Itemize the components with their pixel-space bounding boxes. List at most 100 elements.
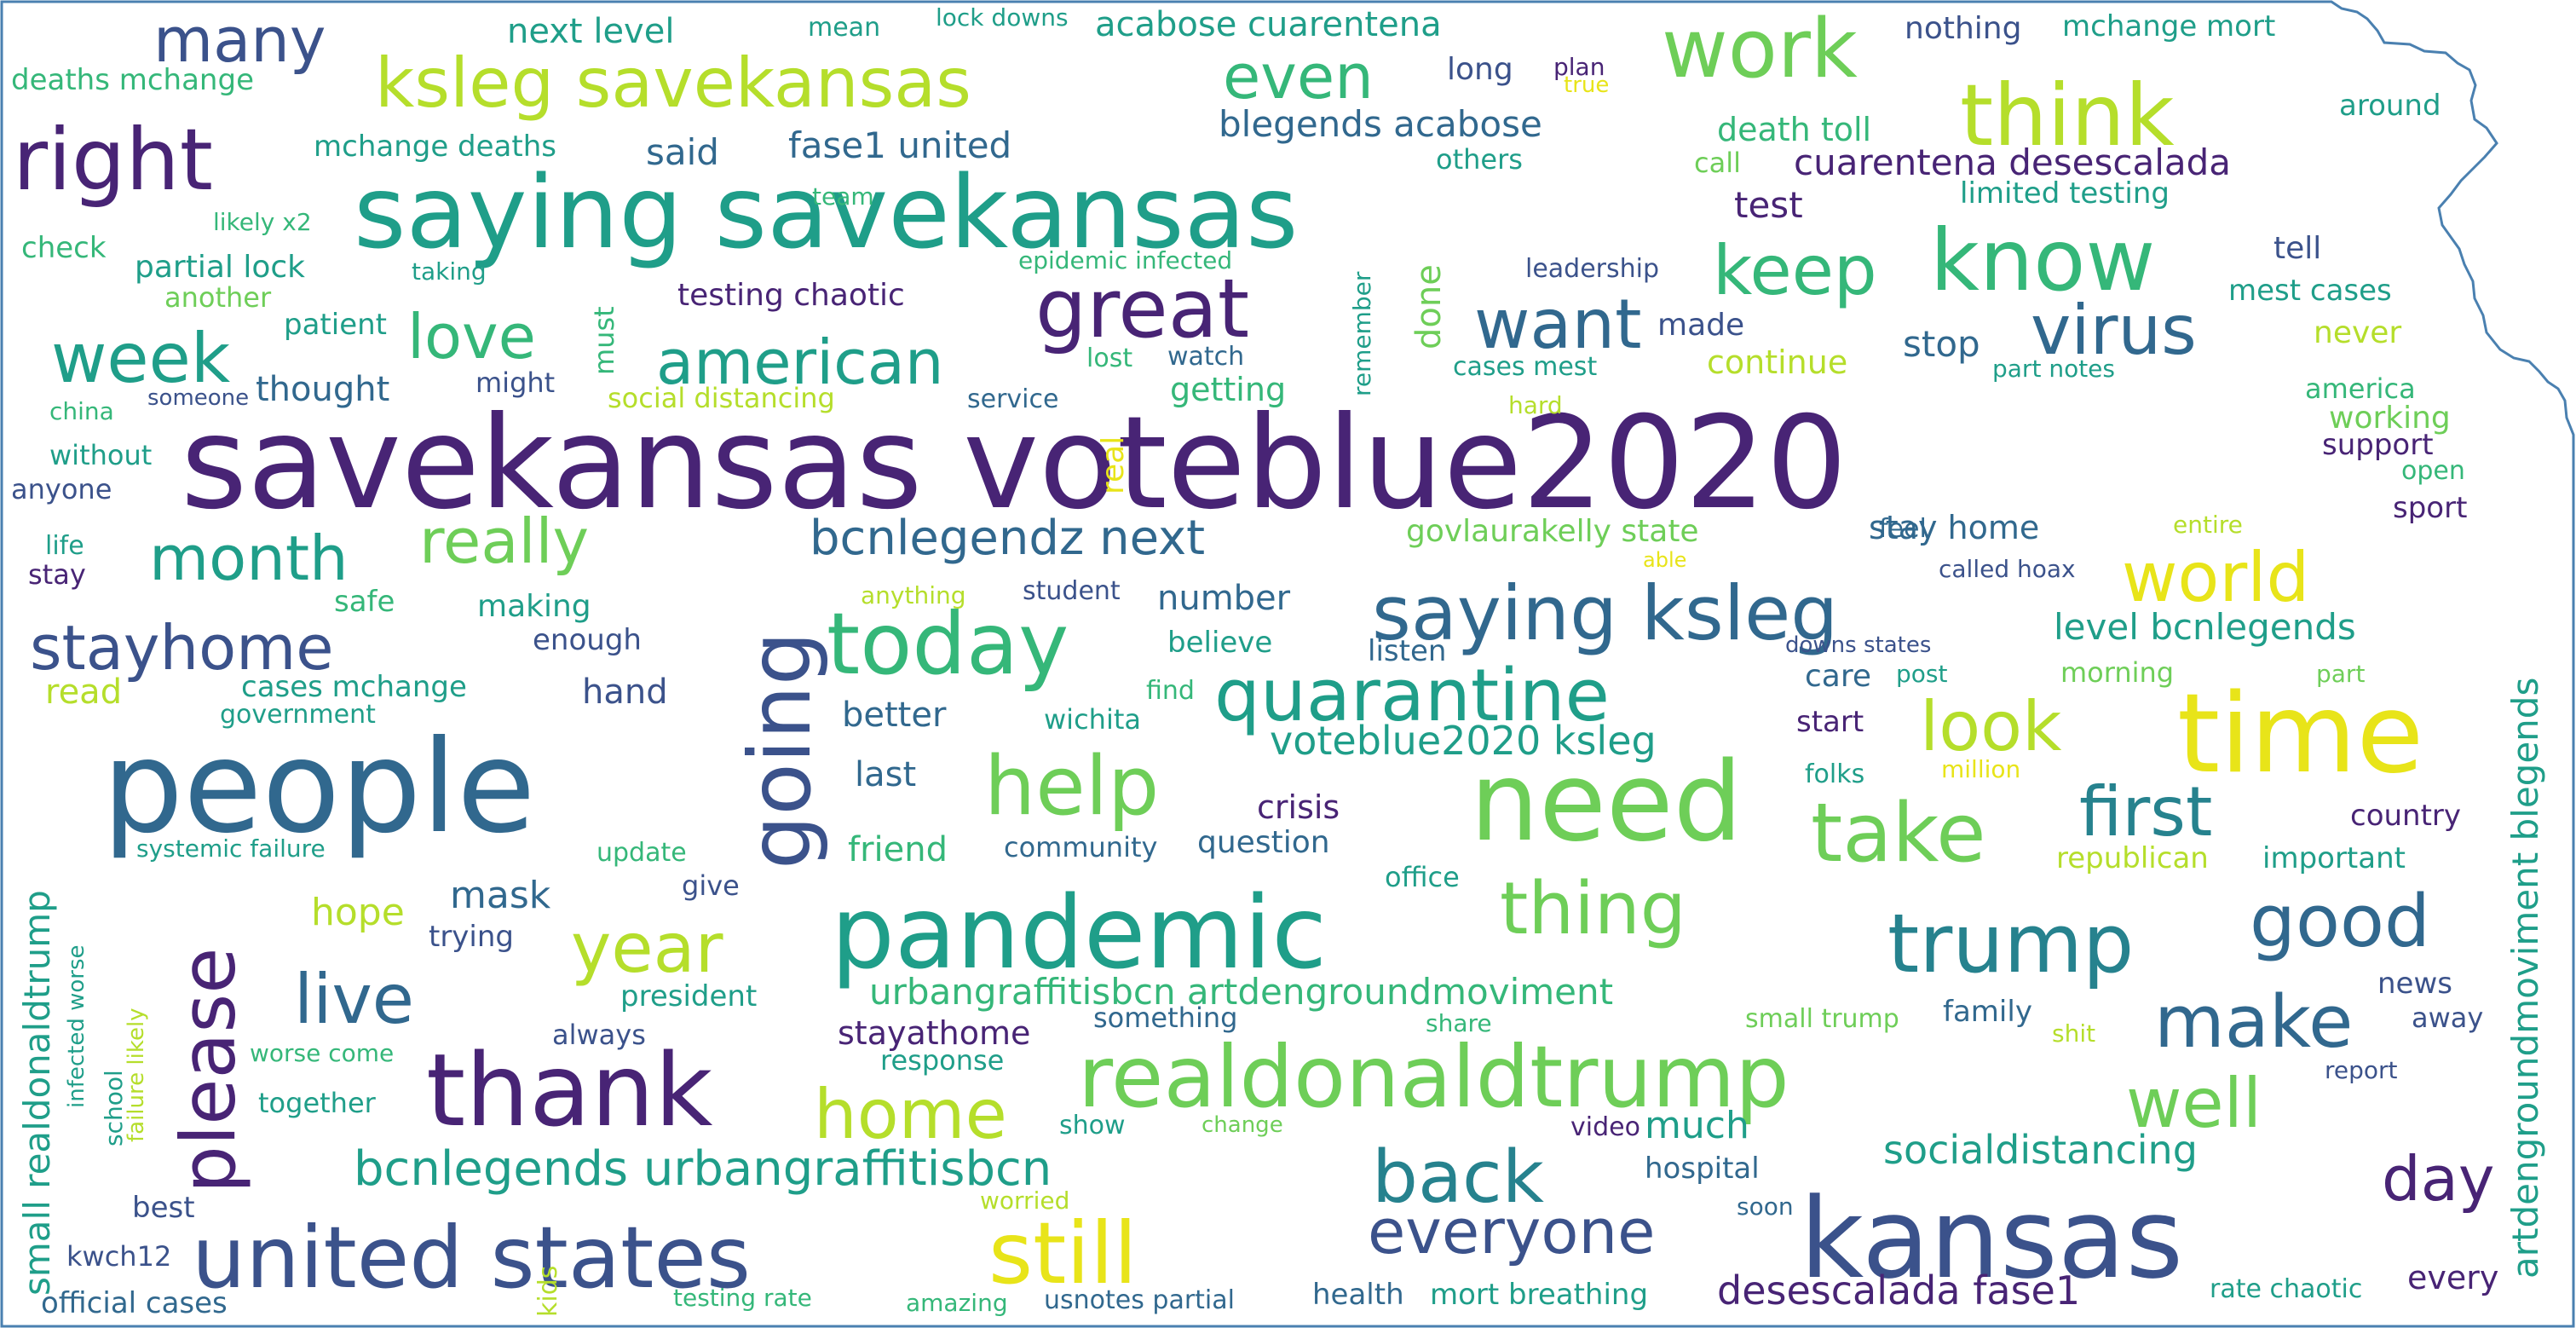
word-listen: listen [1368,634,1446,668]
word-never: never [2314,315,2401,350]
word-life: life [45,531,84,561]
word-year: year [571,909,723,988]
word-family: family [1943,995,2032,1029]
word-show: show [1059,1111,1126,1140]
word-best: best [132,1191,195,1225]
word-real: real [1096,436,1131,494]
word-savekansas-voteblue2020: savekansas voteblue2020 [181,390,1847,538]
word-made: made [1657,308,1744,343]
word-care: care [1805,659,1871,694]
word-partial-lock: partial lock [135,250,305,285]
word-entire: entire [2173,511,2243,539]
word-mean: mean [808,13,880,43]
word-around: around [2339,89,2441,123]
word-last: last [855,755,916,794]
word-live: live [294,960,414,1039]
word-death-toll: death toll [1717,111,1871,148]
word-find: find [1146,676,1195,706]
word-amazing: amazing [906,1289,1008,1317]
word-make: make [2154,980,2353,1065]
word-taking: taking [412,257,487,286]
word-urbangraffitisbcn-artdengroundmoviment: urbangraffitisbcn artdengroundmoviment [869,971,1613,1013]
word-together: together [258,1087,377,1119]
word-next-level: next level [507,12,674,51]
word-student: student [1023,576,1121,606]
word-anyone: anyone [11,473,112,505]
word-systemic-failure: systemic failure [136,834,326,863]
word-time: time [2177,671,2423,798]
word-back: back [1372,1135,1544,1220]
word-still: still [988,1204,1138,1303]
word-president: president [620,979,757,1013]
word-service: service [967,384,1058,414]
word-thank: thank [426,1031,712,1149]
word-believe: believe [1167,626,1272,660]
word-testing-chaotic: testing chaotic [677,278,905,313]
word-kids: kids [533,1266,563,1317]
word-another: another [164,281,272,314]
word-called-hoax: called hoax [1939,555,2076,583]
word-anything: anything [861,581,966,609]
word-failure-likely: failure likely [124,1008,149,1142]
word-able: able [1643,548,1686,572]
word-crisis: crisis [1257,788,1340,826]
word-shit: shit [2052,1019,2095,1048]
word-office: office [1385,861,1460,893]
word-first: first [2079,772,2212,852]
word-mask: mask [450,874,551,917]
word-usnotes-partial: usnotes partial [1044,1285,1235,1315]
word-better: better [842,696,947,735]
word-desescalada-fase1: desescalada fase1 [1717,1267,2080,1314]
word-folks: folks [1805,759,1864,789]
word-video: video [1570,1112,1640,1142]
word-socialdistancing: socialdistancing [1883,1127,2198,1173]
word-mest-cases: mest cases [2228,274,2392,308]
word-work: work [1662,3,1858,96]
word-people: people [102,713,535,862]
word-bcnlegendz-next: bcnlegendz next [810,511,1205,566]
word-saying-savekansas: saying savekansas [354,153,1298,271]
word-really: really [419,505,589,577]
word-hand: hand [582,673,668,712]
word-look: look [1920,687,2062,766]
word-patient: patient [284,308,387,342]
word-quarantine: quarantine [1214,654,1610,738]
word-watch: watch [1167,342,1244,372]
word-getting: getting [1170,371,1286,408]
word-hospital: hospital [1645,1152,1760,1186]
word-question: question [1197,825,1330,860]
word-away: away [2412,1002,2483,1034]
word-safe: safe [334,585,395,619]
word-know: know [1930,211,2155,310]
word-important: important [2262,841,2406,875]
word-read: read [45,673,122,712]
word-china: china [49,397,114,425]
word-ksleg-savekansas: ksleg savekansas [375,43,971,123]
word-govlaurakelly-state: govlaurakelly state [1406,514,1699,549]
word-making: making [477,589,591,624]
word-stayathome: stayathome [838,1014,1030,1052]
word-limited-testing: limited testing [1960,176,2170,211]
word-change: change [1202,1112,1283,1138]
word-call: call [1694,147,1741,179]
word-trying: trying [429,920,514,954]
word-need: need [1470,739,1743,866]
word-lock-downs: lock downs [936,3,1069,32]
word-hard: hard [1508,391,1563,419]
word-america: america [2305,372,2416,405]
word-country: country [2350,799,2461,833]
word-support: support [2322,428,2434,462]
word-blegends-acabose: blegends acabose [1219,103,1542,145]
word-good: good [2250,880,2430,964]
word-worse-come: worse come [250,1039,394,1067]
word-acabose-cuarentena: acabose cuarentena [1095,5,1442,44]
word-think: think [1960,66,2175,165]
word-rate-chaotic: rate chaotic [2210,1274,2362,1304]
word-everyone: everyone [1368,1196,1655,1267]
word-stay-home: stay home [1869,509,2039,546]
word-nothing: nothing [1905,11,2021,46]
word-stay: stay [28,558,86,591]
word-wichita: wichita [1044,703,1141,736]
word-world: world [2122,538,2309,617]
